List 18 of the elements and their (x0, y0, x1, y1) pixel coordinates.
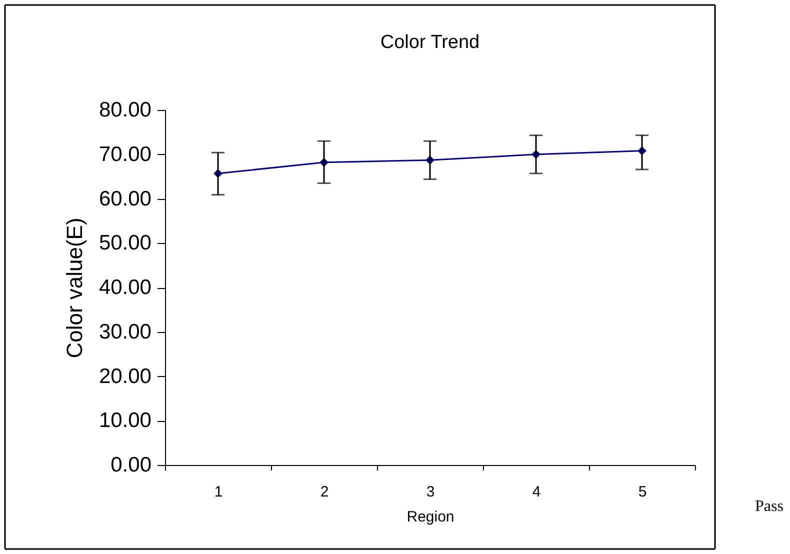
y-tick-label: 70.00 (98, 142, 152, 166)
chart-title: Color Trend (380, 32, 480, 53)
x-tick-label: 4 (532, 484, 541, 500)
y-tick-label: 10.00 (98, 409, 152, 432)
y-tick-label: 80.00 (98, 98, 152, 122)
y-tick-label: 30.00 (98, 320, 152, 344)
x-tick-label: 1 (214, 484, 223, 500)
y-tick-label: 40.00 (98, 276, 152, 299)
y-axis-title: Color value(E) (62, 218, 87, 358)
y-tick-label: 50.00 (98, 232, 152, 255)
x-tick-label: 5 (638, 484, 647, 500)
y-tick-label: 0.00 (110, 454, 152, 476)
y-tick-label: 60.00 (98, 187, 152, 210)
x-tick-label: 2 (320, 484, 329, 500)
x-tick-label: 3 (426, 484, 435, 500)
text: Pass (755, 498, 784, 515)
x-axis-title: Region (406, 508, 454, 526)
y-tick-label: 20.00 (98, 364, 152, 388)
